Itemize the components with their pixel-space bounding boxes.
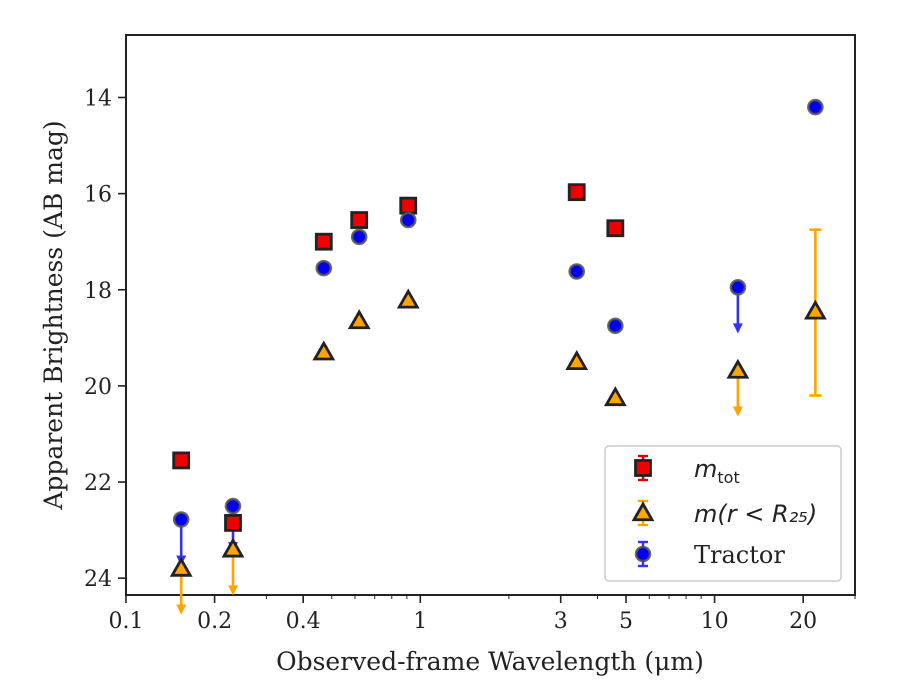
y-tick-label: 20 [84, 375, 112, 400]
y-tick-label: 16 [84, 183, 112, 208]
tractor-point [315, 259, 333, 277]
mr25-point [603, 386, 627, 407]
x-tick-label: 1 [413, 609, 427, 634]
y-axis-label: Apparent Brightness (AB mag) [39, 120, 68, 510]
mtot-point [606, 219, 625, 238]
tractor-limit-arrowhead [732, 323, 743, 334]
mr25-limit-arrowhead [732, 406, 743, 417]
y-tick-label: 22 [84, 471, 112, 496]
legend-label-mtot: mtot [694, 455, 740, 487]
y-tick-label: 24 [84, 567, 112, 592]
tractor-point [807, 98, 824, 116]
mtot-point [350, 211, 369, 229]
tractor-point [172, 511, 190, 528]
legend-marker-mtot [634, 459, 652, 477]
legend-marker-mr25 [631, 501, 655, 522]
mtot-point [172, 451, 191, 470]
mr25-point [221, 537, 245, 558]
x-tick-label: 0.4 [286, 609, 321, 634]
mtot-point [399, 196, 418, 215]
x-tick-label: 20 [789, 609, 817, 634]
legend-label-mr25: m(r < R₂₅) [694, 500, 817, 528]
mr25-point [565, 350, 589, 371]
legend-box [604, 445, 842, 582]
y-tick-label: 14 [84, 86, 112, 111]
tractor-point [350, 228, 368, 246]
mr25-point [347, 309, 371, 330]
tractor-point [568, 263, 586, 280]
x-axis-label: Observed-frame Wavelength (μm) [276, 647, 704, 676]
y-tick-label: 18 [84, 279, 112, 304]
mtot-point [567, 183, 586, 202]
mtot-point [314, 232, 333, 251]
mr25-point [169, 556, 193, 577]
tractor-point [399, 211, 417, 229]
tractor-point [729, 279, 747, 296]
mr25-point [803, 299, 827, 320]
mr25-point [312, 340, 336, 361]
legend-label-tractor: Tractor [694, 541, 785, 569]
mtot-point [224, 513, 242, 532]
mr25-limit-arrowhead [176, 604, 187, 615]
x-tick-label: 0.1 [109, 609, 144, 634]
mr25-point [396, 288, 420, 309]
legend-marker-tractor [634, 545, 652, 563]
mr25-point [726, 358, 750, 379]
x-tick-label: 3 [554, 609, 568, 634]
mr25-limit-arrowhead [228, 585, 239, 596]
x-tick-label: 10 [701, 609, 729, 634]
x-tick-label: 0.2 [197, 609, 232, 634]
tractor-point [607, 317, 624, 335]
tractor-point [224, 497, 242, 515]
x-tick-label: 5 [619, 609, 633, 634]
